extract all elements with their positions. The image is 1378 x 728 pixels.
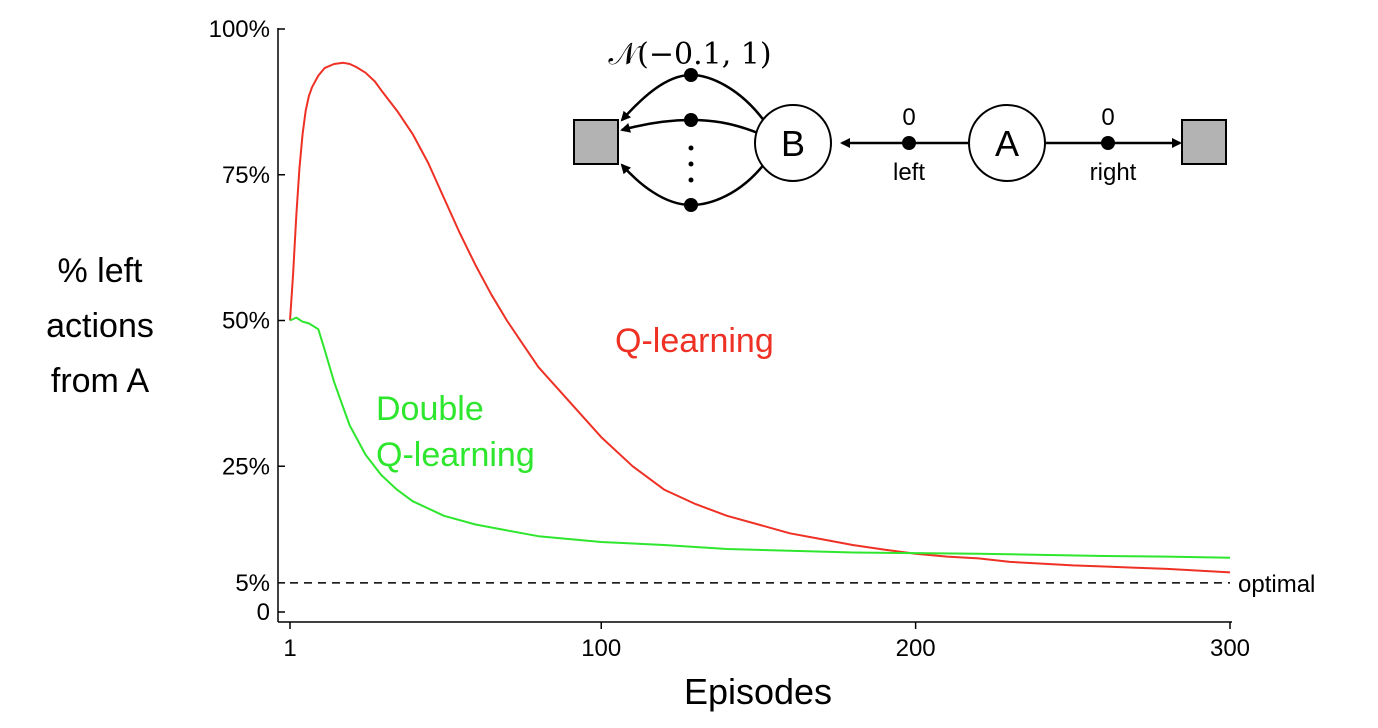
reward-right-label: 0: [1101, 104, 1114, 131]
ellipsis-dot-3: [688, 177, 694, 183]
x-tick-label: 300: [1210, 635, 1250, 662]
node-b: [754, 104, 832, 182]
y-tick-label: 50%: [222, 308, 270, 335]
node-a-label: A: [995, 123, 1019, 164]
ellipsis-dot-2: [688, 161, 694, 167]
q-learning-label: Q-learning: [615, 322, 774, 360]
action-left-label: left: [893, 159, 925, 186]
b-action-dot-top: [684, 68, 698, 82]
ellipsis-dot-1: [688, 145, 694, 151]
double-q-learning-label-line-2: Q-learning: [376, 436, 535, 474]
y-axis-label-line-1: % left: [57, 252, 143, 290]
node-b-label: B: [781, 123, 805, 164]
optimal-label: optimal: [1238, 571, 1315, 598]
series-line-q-learning: [289, 61, 1231, 574]
series-layer: [289, 61, 1231, 584]
right-action-dot: [1101, 136, 1115, 150]
action-right-label: right: [1090, 159, 1137, 186]
x-axis-label: Episodes: [684, 671, 832, 712]
y-tick-label: 100%: [209, 16, 270, 43]
x-tick-label: 200: [896, 635, 936, 662]
x-ticks: 1 100 200 300: [283, 622, 1250, 662]
double-q-learning-label-line-1: Double: [376, 390, 484, 428]
b-action-dot-bottom: [684, 198, 698, 212]
series-line-double-q-learning: [289, 316, 1231, 559]
y-axis-label: % left actions from A: [46, 252, 154, 400]
y-axis-label-line-2: actions: [46, 307, 154, 345]
reward-left-label: 0: [902, 104, 915, 131]
y-tick-label: 25%: [222, 453, 270, 480]
y-axis-label-line-3: from A: [51, 362, 150, 400]
right-terminal-state: [1181, 119, 1227, 165]
axes: [277, 28, 1232, 623]
left-terminal-state: [573, 119, 619, 165]
x-tick-label: 100: [581, 635, 621, 662]
y-tick-label: 0: [257, 599, 270, 626]
y-tick-label: 5%: [235, 570, 270, 597]
left-action-dot: [902, 136, 916, 150]
x-tick-label: 1: [283, 635, 296, 662]
mdp-diagram: 𝒩(−0.1, 1) B A 0 left 0 right: [573, 37, 1227, 212]
distribution-label: 𝒩(−0.1, 1): [608, 37, 771, 72]
b-action-dot-middle: [684, 113, 698, 127]
node-a: [968, 104, 1046, 182]
y-ticks: 05% 25% 50% 75% 100%: [209, 16, 285, 626]
y-tick-label: 75%: [222, 162, 270, 189]
